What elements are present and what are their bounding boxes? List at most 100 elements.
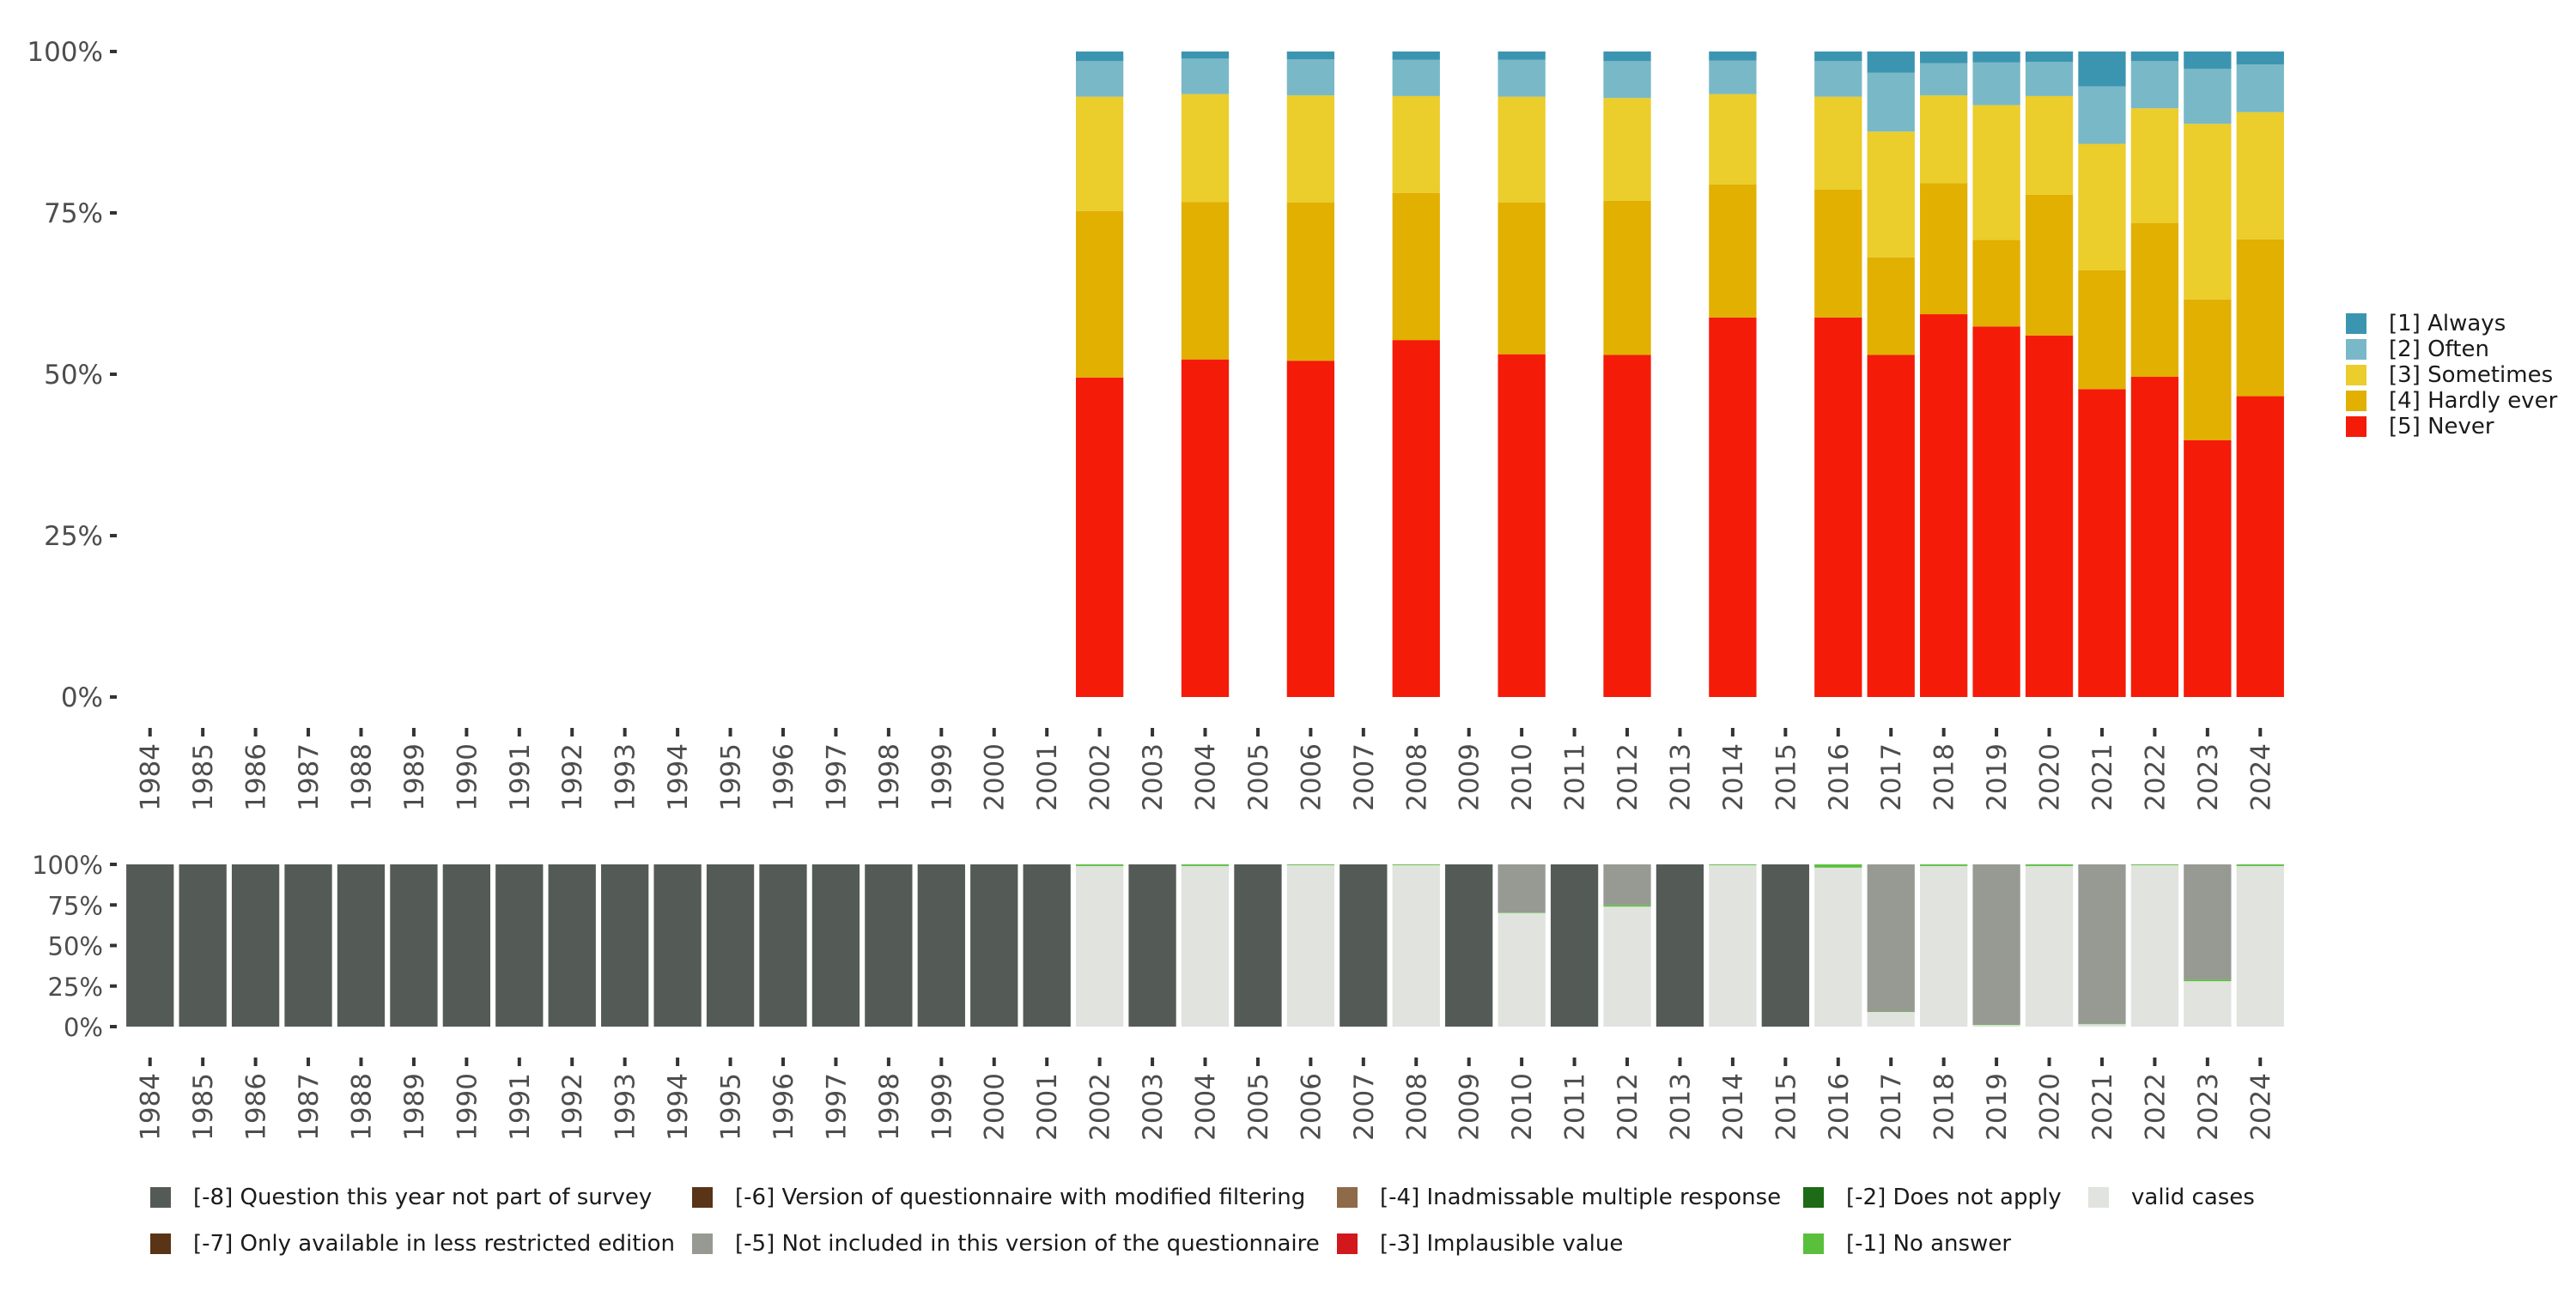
- response-distribution-bar-2002-5-never: [1075, 377, 1124, 697]
- missing-distribution-xtick-label-2001: 2001: [1032, 1073, 1063, 1141]
- missing-distribution-bar-2011-8-question-this-year-not-part-of-survey: [1550, 864, 1599, 1027]
- response-distribution-bar-2020-5-never: [2025, 335, 2074, 697]
- bottom-legend-swatch-minus-1: [1803, 1233, 1824, 1254]
- missing-distribution-xtick-label-2017: 2017: [1876, 1073, 1907, 1141]
- missing-distribution-bar-2019-5-not-included-in-this-version-of-the-questionnaire: [1972, 864, 2020, 1025]
- bottom-legend-swatch-minus-6: [692, 1187, 713, 1208]
- missing-distribution-ytick-label-0: 0%: [64, 1013, 103, 1042]
- response-distribution-ytick-label-100: 100%: [27, 37, 103, 68]
- response-distribution-bar-2018-1-always: [1919, 52, 1968, 64]
- response-distribution-bar-2012-5-never: [1603, 355, 1651, 697]
- response-distribution-xtick-label-1996: 1996: [769, 743, 799, 811]
- missing-distribution-bar-2016-1-no-answer: [1814, 864, 1862, 868]
- bottom-legend-swatch-valid-cases: [2088, 1187, 2109, 1208]
- response-distribution-bar-2019-4-hardly-ever: [1972, 239, 2020, 327]
- response-distribution-bar-2017-3-sometimes: [1867, 131, 1915, 258]
- missing-distribution-xtick-label-2022: 2022: [2140, 1073, 2171, 1141]
- missing-distribution-bar-1998-8-question-this-year-not-part-of-survey: [865, 864, 913, 1027]
- missing-distribution-xtick-label-2019: 2019: [1982, 1073, 2013, 1141]
- response-distribution-bar-2010-4-hardly-ever: [1498, 202, 1546, 355]
- missing-distribution-xtick-label-2020: 2020: [2035, 1073, 2066, 1141]
- missing-distribution-bar-2020-1-no-answer: [2025, 864, 2074, 866]
- missing-distribution-ytick-label-25: 25%: [48, 973, 103, 1002]
- response-distribution-bar-2012-1-always: [1603, 52, 1651, 62]
- response-distribution-bar-2018-5-never: [1919, 314, 1968, 697]
- missing-distribution-xtick-label-1986: 1986: [241, 1073, 272, 1141]
- main-legend-swatch-always: [2346, 313, 2366, 334]
- response-distribution-bar-2008-4-hardly-ever: [1392, 192, 1440, 341]
- missing-distribution-xtick-label-1999: 1999: [927, 1073, 957, 1141]
- bottom-legend-item-minus-4: [-4] Inadmissable multiple response: [1337, 1185, 1781, 1210]
- response-distribution-xtick-label-2003: 2003: [1138, 743, 1169, 811]
- missing-distribution-bar-2023-1-no-answer: [2184, 979, 2232, 982]
- bottom-legend-item-minus-8: [-8] Question this year not part of surv…: [150, 1185, 652, 1210]
- missing-distribution-bar-2023-valid-cases: [2184, 981, 2232, 1027]
- missing-distribution-bar-1994-8-question-this-year-not-part-of-survey: [653, 864, 702, 1027]
- missing-distribution-xtick-label-2008: 2008: [1401, 1073, 1432, 1141]
- response-distribution-xtick-label-1984: 1984: [136, 743, 167, 811]
- missing-distribution-bar-2010-1-no-answer: [1498, 912, 1546, 913]
- response-distribution-bar-2022-1-always: [2130, 52, 2179, 62]
- response-distribution-xtick-label-2000: 2000: [980, 743, 1011, 811]
- missing-distribution-bar-2012-1-no-answer: [1603, 905, 1651, 907]
- bottom-legend-label-minus-3: [-3] Implausible value: [1380, 1231, 1624, 1257]
- response-distribution-bar-2024-1-always: [2236, 52, 2284, 65]
- response-distribution-xtick-label-2020: 2020: [2035, 743, 2066, 811]
- missing-distribution-xtick-label-1985: 1985: [188, 1073, 219, 1141]
- missing-distribution-bar-2014-1-no-answer: [1709, 864, 1757, 865]
- top-plot: 0% 25% 50% 75% 100% 1984 1985 1986 1987 1988 1989 1…: [27, 37, 2284, 811]
- response-distribution-xtick-label-2008: 2008: [1401, 743, 1432, 811]
- missing-distribution-bar-1987-8-question-this-year-not-part-of-survey: [284, 864, 332, 1027]
- bottom-legend-item-minus-2: [-2] Does not apply: [1803, 1185, 2062, 1210]
- response-distribution-bar-2023-1-always: [2184, 52, 2232, 70]
- response-distribution-xtick-label-2006: 2006: [1296, 743, 1327, 811]
- missing-distribution-xtick-label-1995: 1995: [716, 1073, 747, 1141]
- missing-distribution-xtick-label-2018: 2018: [1929, 1073, 1960, 1141]
- response-distribution-bar-2021-4-hardly-ever: [2078, 270, 2126, 390]
- response-distribution-xtick-label-2010: 2010: [1507, 743, 1538, 811]
- response-distribution-xtick-label-2004: 2004: [1191, 743, 1222, 811]
- response-distribution-bar-2008-5-never: [1392, 340, 1440, 697]
- missing-distribution-bar-2006-1-no-answer: [1286, 864, 1335, 865]
- missing-distribution-bar-2017-5-not-included-in-this-version-of-the-questionnaire: [1867, 864, 1915, 1012]
- response-distribution-xtick-label-2009: 2009: [1455, 743, 1485, 811]
- missing-distribution-bar-2023-5-not-included-in-this-version-of-the-questionnaire: [2184, 864, 2232, 980]
- response-distribution-bar-2012-4-hardly-ever: [1603, 200, 1651, 355]
- response-distribution-ytick-label-75: 75%: [44, 198, 103, 229]
- response-distribution-bar-2022-3-sometimes: [2130, 108, 2179, 224]
- response-distribution-bar-2024-2-often: [2236, 64, 2284, 112]
- response-distribution-xtick-label-2017: 2017: [1876, 743, 1907, 811]
- missing-distribution-bar-1986-8-question-this-year-not-part-of-survey: [231, 864, 280, 1027]
- response-distribution-xtick-label-2019: 2019: [1982, 743, 2013, 811]
- response-distribution-bar-2021-5-never: [2078, 389, 2126, 697]
- response-distribution-bar-2010-1-always: [1498, 52, 1546, 60]
- response-distribution-bar-2014-4-hardly-ever: [1709, 184, 1757, 318]
- missing-distribution-xtick-label-2002: 2002: [1085, 1073, 1116, 1141]
- bottom-legend-label-minus-5: [-5] Not included in this version of the…: [735, 1231, 1320, 1257]
- missing-distribution-xtick-label-2003: 2003: [1138, 1073, 1169, 1141]
- response-distribution-bar-2008-2-often: [1392, 59, 1440, 96]
- missing-distribution-xtick-label-2012: 2012: [1613, 1073, 1643, 1141]
- missing-distribution-bar-2005-8-question-this-year-not-part-of-survey: [1234, 864, 1282, 1027]
- missing-distribution-bar-2014-valid-cases: [1709, 864, 1757, 1027]
- response-distribution-bar-2004-2-often: [1181, 58, 1230, 94]
- response-distribution-bar-2018-2-often: [1919, 63, 1968, 96]
- main-legend-swatch-often: [2346, 339, 2366, 360]
- missing-distribution-ytick-label-75: 75%: [48, 891, 103, 920]
- response-distribution-bar-2022-5-never: [2130, 377, 2179, 697]
- missing-distribution-xtick-label-2009: 2009: [1455, 1073, 1485, 1141]
- missing-distribution-bar-2017-1-no-answer: [1867, 1011, 1915, 1012]
- bottom-legend-label-minus-6: [-6] Version of questionnaire with modif…: [735, 1185, 1306, 1210]
- response-distribution-bar-2016-3-sometimes: [1814, 96, 1862, 190]
- response-distribution-xtick-label-1995: 1995: [716, 743, 747, 811]
- missing-distribution-xtick-label-1989: 1989: [399, 1073, 430, 1141]
- missing-distribution-xtick-label-1984: 1984: [136, 1073, 167, 1141]
- response-distribution-bar-2018-4-hardly-ever: [1919, 183, 1968, 315]
- missing-distribution-bar-2018-valid-cases: [1919, 865, 1968, 1027]
- response-distribution-bar-2006-5-never: [1286, 361, 1335, 697]
- missing-distribution-ytick-label-50: 50%: [48, 932, 103, 961]
- response-distribution-bar-2002-2-often: [1075, 61, 1124, 97]
- bottom-legend-label-valid-cases: valid cases: [2131, 1185, 2255, 1210]
- response-distribution-bar-2004-4-hardly-ever: [1181, 202, 1230, 360]
